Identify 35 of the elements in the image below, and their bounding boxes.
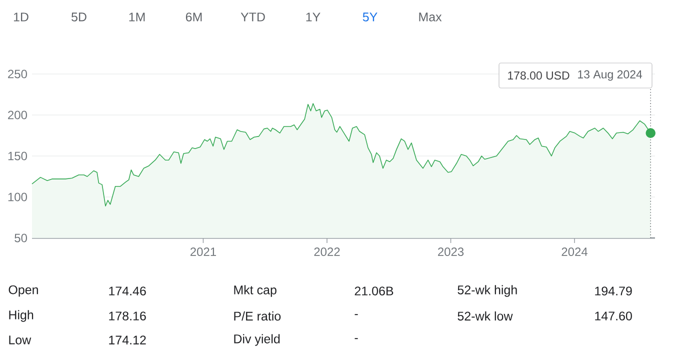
text: - (354, 314, 358, 316)
x-tick-label: 2021 (190, 248, 216, 256)
y-tick-label: 150 (8, 152, 28, 160)
text: 21.06B (354, 286, 394, 296)
text: 147.60 (595, 312, 632, 320)
x-tick-label: 2024 (562, 248, 588, 256)
text: Low (9, 336, 32, 344)
x-tick-label: 2022 (314, 248, 340, 256)
text: - (354, 338, 358, 340)
x-tick-label: 2023 (438, 248, 464, 256)
text: High (9, 310, 34, 322)
annotation: 178.00 USD (508, 71, 570, 80)
text: Max (419, 12, 442, 22)
text: 52-wk high (458, 285, 517, 297)
text: Div yield (234, 334, 280, 346)
text: 6M (186, 12, 202, 22)
text: Open (8, 285, 38, 297)
y-tick-label: 50 (14, 234, 28, 242)
text: 1Y (306, 12, 320, 22)
text: YTD (240, 12, 265, 22)
text: 5Y (362, 12, 378, 22)
text: 5D (72, 12, 86, 22)
y-tick-label: 200 (8, 110, 28, 120)
y-tick-label: 250 (8, 70, 28, 78)
text: 1M (129, 12, 145, 22)
annotation: 13 Aug 2024 (578, 70, 642, 81)
text: 178.16 (109, 312, 146, 320)
text: 194.79 (595, 286, 632, 296)
text: 1D (14, 12, 28, 22)
text: 174.46 (109, 286, 146, 296)
text: Mkt cap (234, 285, 276, 297)
text: 174.12 (109, 336, 146, 344)
text: 52-wk low (458, 311, 513, 321)
y-tick-label: 100 (8, 192, 28, 202)
text: P/E ratio (234, 311, 281, 321)
